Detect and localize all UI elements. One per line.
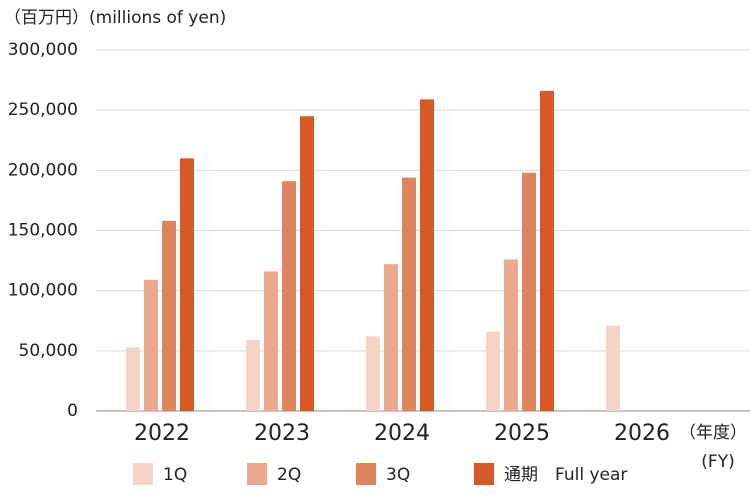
bar [162, 220, 176, 411]
y-tick-label: 100,000 [8, 281, 78, 301]
y-tick-label: 50,000 [19, 341, 78, 361]
bar [486, 331, 500, 411]
legend-swatch [133, 463, 153, 485]
bar [540, 90, 554, 411]
legend-label: 通期 Full year [504, 465, 627, 485]
bar [504, 259, 518, 411]
legend-swatch [356, 463, 376, 485]
bar [246, 340, 260, 411]
bar [264, 271, 278, 411]
y-tick-label: 300,000 [8, 40, 78, 60]
legend-swatch [247, 463, 267, 485]
bar [402, 177, 416, 411]
x-unit-label-en: (FY) [701, 452, 734, 472]
bar [366, 336, 380, 411]
x-tick-label: 2024 [374, 421, 430, 446]
legend-label: 1Q [163, 465, 187, 485]
x-tick-label: 2022 [134, 421, 190, 446]
x-unit-label: （年度） [679, 423, 747, 443]
x-tick-label: 2025 [494, 421, 550, 446]
bar [180, 158, 194, 411]
legend-swatch [474, 463, 494, 485]
legend-label: 2Q [277, 465, 301, 485]
y-tick-label: 250,000 [8, 100, 78, 120]
x-tick-label: 2023 [254, 421, 310, 446]
chart-title: （百万円）(millions of yen) [4, 8, 226, 28]
bar [126, 347, 140, 411]
bar [300, 116, 314, 411]
y-tick-label: 150,000 [8, 221, 78, 241]
y-tick-label: 0 [67, 401, 78, 421]
x-tick-label: 2026 [614, 421, 670, 446]
bar [384, 264, 398, 411]
y-tick-label: 200,000 [8, 160, 78, 180]
bar [606, 325, 620, 411]
legend-label: 3Q [386, 465, 410, 485]
bar [420, 99, 434, 411]
bar [522, 172, 536, 411]
bar [144, 279, 158, 411]
bar [282, 181, 296, 411]
